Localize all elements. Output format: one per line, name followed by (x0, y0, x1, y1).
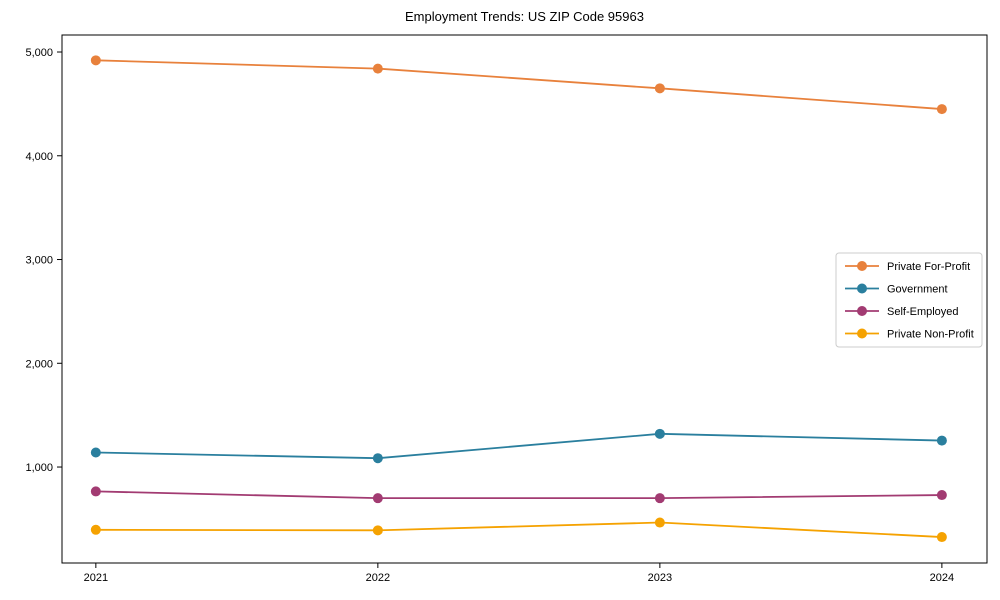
data-point-private-for-profit (936, 104, 947, 115)
legend-marker-private-non-profit (857, 328, 867, 339)
data-point-private-for-profit (90, 55, 101, 66)
data-point-self-employed (654, 493, 665, 504)
legend-marker-private-for-profit (857, 261, 867, 271)
series-line-government (95, 432, 942, 460)
y-tick-label: 2,000 (25, 358, 53, 370)
x-tick-label: 2021 (84, 572, 108, 584)
data-point-private-non-profit (90, 524, 101, 535)
data-point-self-employed (372, 493, 383, 504)
legend: Private For-Profit Government Self-Employe… (835, 252, 983, 348)
series-line-private-non-profit (95, 521, 942, 538)
y-tick-label: 4,000 (25, 151, 53, 163)
series-line-private-for-profit (95, 59, 942, 110)
data-point-government (654, 428, 665, 439)
x-tick-label: 2023 (648, 572, 672, 584)
y-tick-label: 3,000 (25, 255, 53, 267)
legend-label-private-non-profit: Private Non-Profit (887, 329, 974, 341)
data-point-private-non-profit (936, 532, 947, 543)
data-point-private-for-profit (372, 63, 383, 74)
data-point-self-employed (936, 490, 947, 501)
x-tick-label: 2022 (366, 572, 390, 584)
legend-label-private-for-profit: Private For-Profit (887, 261, 970, 273)
data-point-government (90, 447, 101, 458)
data-point-government (936, 435, 947, 446)
legend-label-self-employed: Self-Employed (887, 306, 959, 318)
data-point-private-non-profit (372, 525, 383, 536)
legend-marker-government (857, 283, 867, 294)
chart-title: Employment Trends: US ZIP Code 95963 (405, 9, 644, 24)
y-tick-label: 1,000 (25, 462, 53, 474)
data-point-government (372, 453, 383, 464)
plot-area-border (61, 34, 988, 564)
data-point-self-employed (90, 486, 101, 497)
legend-label-government: Government (887, 284, 948, 296)
y-tick-label: 5,000 (25, 47, 53, 59)
data-point-private-non-profit (654, 517, 665, 528)
x-tick-label: 2024 (930, 572, 954, 584)
legend-box (835, 252, 983, 348)
data-point-private-for-profit (654, 83, 665, 94)
series-line-self-employed (95, 490, 942, 500)
legend-marker-self-employed (857, 306, 867, 316)
